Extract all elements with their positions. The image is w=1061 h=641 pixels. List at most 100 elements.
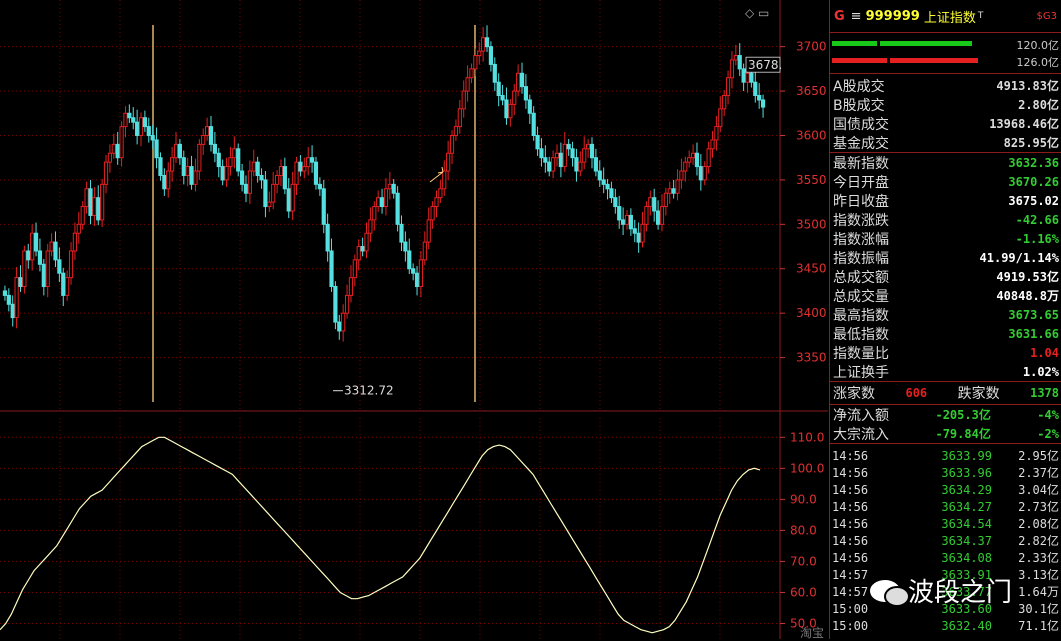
index-row-label: 最低指数 [833, 326, 889, 343]
trade-row-label: B股成交 [833, 97, 885, 114]
divider [830, 381, 1061, 382]
candle-body [243, 183, 249, 194]
candle-body [636, 232, 641, 243]
tick-price: 3633.99 [941, 448, 992, 463]
menu-icon[interactable]: ≡ [850, 8, 862, 24]
index-row: 最高指数 3673.65 [830, 305, 1061, 324]
candle-body [465, 77, 470, 92]
index-row-value: 4919.53亿 [996, 270, 1059, 284]
index-row-label: 总成交量 [833, 288, 889, 305]
candle-body [368, 219, 373, 234]
trade-row: 基金成交 825.95亿 [830, 133, 1061, 152]
candle-body [535, 134, 540, 150]
trade-row-label: 基金成交 [833, 135, 889, 152]
candle-body [154, 139, 159, 159]
indicator-line [0, 436, 761, 634]
indicator-axis-label: 60.0 [790, 585, 817, 599]
candle-body [103, 161, 109, 185]
candle-body [313, 161, 319, 185]
candle-body [655, 210, 661, 225]
tick-price: 3634.29 [941, 482, 992, 497]
tick-amount: 2.37亿 [1018, 466, 1059, 480]
tick-list[interactable]: 14:56 3633.99 2.95亿 14:56 3633.96 2.37亿 14:56 3… [830, 444, 1061, 634]
candle-body [49, 241, 54, 252]
volume-bars: 120.0亿 126.0亿 [830, 33, 1061, 74]
candle-body [508, 103, 513, 119]
trade-row-value: 13968.46亿 [989, 117, 1059, 131]
candle-body [543, 157, 548, 163]
red-bar-value: 126.0亿 [1016, 56, 1060, 69]
candle-body [473, 55, 478, 70]
index-row-label: 今日开盘 [833, 174, 889, 191]
tick-time: 14:56 [832, 550, 869, 565]
candle-body [376, 197, 381, 208]
trade-row-label: 国债成交 [833, 116, 889, 133]
tick-row: 14:56 3634.54 2.08亿 [830, 515, 1061, 532]
candle-body [391, 183, 396, 194]
index-name: 上证指数 [923, 10, 976, 26]
candle-body [601, 179, 606, 185]
candle-body [274, 174, 280, 185]
candle-body [142, 117, 148, 128]
candle-body [325, 223, 330, 252]
candle-body [500, 95, 505, 101]
tick-amount: 2.33亿 [1018, 551, 1059, 565]
tick-time: 14:56 [832, 499, 869, 514]
candle-body [208, 126, 214, 145]
trade-rows: A股成交 4913.83亿 B股成交 2.80亿 国债成交 13968.46亿 基金成交 82… [830, 74, 1061, 152]
index-row-value: 3673.65 [1008, 307, 1059, 322]
candle-body [158, 157, 163, 176]
index-row-value: 1.02% [1022, 364, 1059, 379]
candle-body [22, 250, 27, 288]
candle-body [193, 170, 198, 185]
watermark-text: 波段之门 [908, 578, 1013, 608]
tick-price: 3634.08 [941, 550, 992, 565]
candle-body [617, 206, 622, 221]
candle-body [422, 241, 427, 261]
candle-body [551, 157, 556, 172]
tick-row: 14:56 3633.96 2.37亿 [830, 464, 1061, 481]
candle-body [239, 170, 245, 185]
candle-body [562, 143, 567, 168]
candle-body [434, 197, 439, 208]
index-row: 最新指数 3632.36 [830, 153, 1061, 172]
tick-time: 15:00 [832, 618, 869, 633]
index-row-value: 3670.26 [1008, 174, 1059, 189]
candle-body [360, 246, 365, 252]
divider [830, 152, 1061, 153]
tick-amount: 3.13亿 [1018, 568, 1059, 582]
tick-row: 14:56 3634.08 2.33亿 [830, 549, 1061, 566]
candle-body [53, 241, 58, 261]
tick-amount: 3.04亿 [1018, 483, 1059, 497]
candle-body [379, 197, 385, 208]
candle-body [278, 166, 284, 176]
candle-body [446, 152, 451, 172]
tick-row: 14:56 3634.29 3.04亿 [830, 481, 1061, 498]
candle-body [127, 112, 132, 119]
candle-body [694, 152, 700, 168]
tick-amount: 71.1亿 [1018, 619, 1059, 633]
candle-body [399, 223, 404, 243]
tick-time: 15:00 [832, 601, 869, 616]
flow-row-value: -205.3亿 [935, 408, 991, 422]
candle-body [177, 143, 182, 159]
candle-body [356, 246, 361, 261]
price-axis-label: 3650 [796, 84, 827, 98]
index-rows: 最新指数 3632.36 今日开盘 3670.26 昨日收盘 3675.02 指数涨跌 -42… [830, 153, 1061, 381]
price-chart[interactable]: 3350 3400 3450 3500 3550 3600 3650 3700 50.0 60.… [0, 0, 828, 639]
index-row-value: 3675.02 [1008, 193, 1059, 208]
tick-price: 3634.27 [941, 499, 992, 514]
candle-body [461, 90, 466, 110]
indicator-axis-label: 90.0 [790, 492, 817, 506]
tick-row: 14:56 3634.37 2.82亿 [830, 532, 1061, 549]
index-code: 999999 [865, 8, 920, 24]
candle-body [753, 81, 758, 97]
candle-body [76, 223, 81, 234]
index-row-label: 最新指数 [833, 155, 889, 172]
price-axis-label: 3550 [796, 173, 827, 187]
candle-body [426, 219, 431, 243]
candle-body [690, 152, 696, 159]
chart-corner-icons[interactable]: ◇ ▭ [745, 6, 770, 20]
price-axis-label: 3700 [796, 40, 827, 54]
candle-body [644, 206, 649, 225]
